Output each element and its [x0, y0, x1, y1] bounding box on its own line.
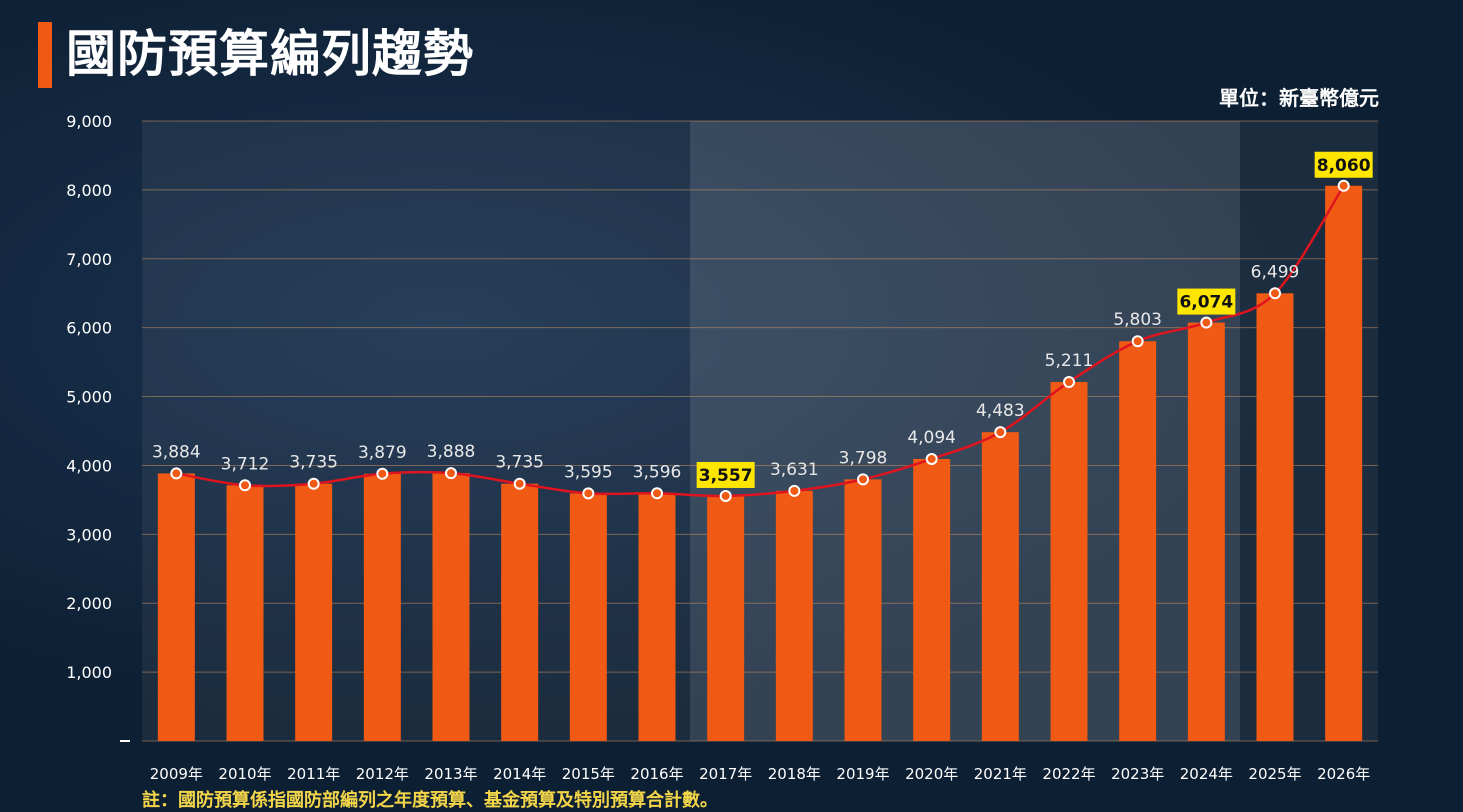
y-axis-ticks: 9,000 8,000 7,000 6,000 5,000 4,000 3,000 2,000… [66, 112, 130, 742]
bar [1187, 322, 1225, 741]
trend-point [857, 473, 869, 486]
gridlines [142, 120, 1378, 742]
bar [707, 495, 745, 741]
bar [226, 485, 264, 741]
y-tick-label: 6,000 [66, 319, 112, 338]
x-tick-label: 2014年 [493, 765, 546, 783]
bar [913, 458, 951, 741]
trend-point [307, 477, 320, 490]
x-tick-label: 2022年 [1042, 765, 1095, 783]
bar [1119, 341, 1157, 741]
chart-title: 國防預算編列趨勢 [66, 25, 474, 83]
trend-points [170, 179, 1350, 502]
x-tick-label: 2024年 [1180, 765, 1233, 783]
trend-point [582, 487, 595, 500]
trend-point [719, 489, 732, 502]
x-tick-label: 2010年 [218, 765, 271, 783]
x-tick-label: 2025年 [1248, 765, 1301, 783]
x-tick-label: 2011年 [287, 765, 340, 783]
title-accent-bar [38, 22, 52, 88]
bar [1050, 382, 1088, 741]
trend-point [1269, 287, 1281, 300]
x-tick-label: 2013年 [424, 765, 477, 783]
data-label: 3,557 [699, 466, 753, 486]
y-tick-label: 8,000 [66, 181, 112, 200]
x-tick-label: 2019年 [836, 765, 889, 783]
trend-point [788, 484, 801, 497]
plot-shade-left [142, 121, 690, 741]
y-tick-label: 4,000 [66, 456, 112, 475]
bar [501, 483, 539, 741]
data-label: 3,631 [770, 460, 819, 480]
bars [157, 185, 1363, 741]
x-tick-label: 2021年 [974, 765, 1027, 783]
trend-point [170, 467, 183, 480]
trend-point [445, 467, 457, 480]
trend-point [925, 452, 938, 465]
x-tick-label: 2023年 [1111, 765, 1164, 783]
highlight-label-box [696, 461, 755, 488]
bar [295, 483, 333, 741]
y-tick-label: 3,000 [66, 525, 112, 544]
highlight-label-box [1314, 151, 1373, 178]
trend-point [994, 426, 1007, 439]
bar [775, 490, 813, 741]
plot-shade-middle [690, 121, 1240, 741]
data-label: 3,884 [152, 442, 201, 462]
y-tick-label: 5,000 [66, 388, 112, 407]
x-tick-label: 2015年 [562, 765, 615, 783]
footnote: 註：國防預算係指國防部編列之年度預算、基金預算及特別預算合計數。 [142, 790, 718, 811]
bar [1256, 293, 1294, 741]
x-tick-label: 2020年 [905, 765, 958, 783]
data-label: 8,060 [1317, 156, 1371, 176]
y-tick-label: 9,000 [66, 112, 112, 131]
y-tick-label: 1,000 [66, 663, 112, 682]
data-label: 5,803 [1113, 310, 1162, 330]
data-label: 6,074 [1179, 293, 1233, 313]
y-tick-label: 2,000 [66, 594, 112, 613]
unit-label: 單位：新臺幣億元 [1219, 86, 1379, 110]
trend-point [513, 477, 526, 490]
x-tick-label: 2018年 [768, 765, 821, 783]
data-label: 3,712 [221, 454, 270, 474]
x-tick-label: 2012年 [356, 765, 409, 783]
bar [844, 479, 882, 741]
data-label: 3,735 [289, 453, 338, 473]
data-label: 5,211 [1045, 351, 1094, 371]
trend-point [1200, 316, 1213, 329]
bar [569, 493, 607, 741]
trend-point [1337, 179, 1350, 192]
highlight-label-box [1177, 288, 1236, 315]
data-label: 3,596 [633, 462, 682, 482]
data-label: 3,798 [839, 448, 888, 468]
bar [157, 473, 195, 741]
data-label: 3,888 [427, 442, 476, 462]
bar [432, 473, 470, 741]
trend-point [1063, 376, 1075, 389]
x-tick-label: 2017年 [699, 765, 752, 783]
bar [1325, 185, 1363, 741]
trend-point [651, 487, 663, 500]
data-label: 3,595 [564, 462, 613, 482]
bar [638, 493, 676, 741]
value-labels: 3,884 3,712 3,735 3,879 3,888 3,735 3,595 3,596… [152, 151, 1373, 488]
x-tick-label: 2026年 [1317, 765, 1370, 783]
data-label: 6,499 [1251, 262, 1300, 282]
x-tick-label: 2016年 [630, 765, 683, 783]
trend-point [239, 479, 251, 492]
x-axis-labels: 2009年 2010年 2011年 2012年 2013年 2014年 2015年 2016年… [150, 765, 1371, 783]
x-tick-label: 2009年 [150, 765, 203, 783]
bar [363, 473, 401, 741]
trend-point [1131, 335, 1144, 348]
trend-point [376, 467, 389, 480]
data-label: 4,483 [976, 401, 1025, 421]
bar [981, 432, 1019, 741]
data-label: 4,094 [907, 428, 956, 448]
y-tick-label: 7,000 [66, 250, 112, 269]
data-label: 3,879 [358, 443, 407, 463]
data-label: 3,735 [495, 453, 544, 473]
